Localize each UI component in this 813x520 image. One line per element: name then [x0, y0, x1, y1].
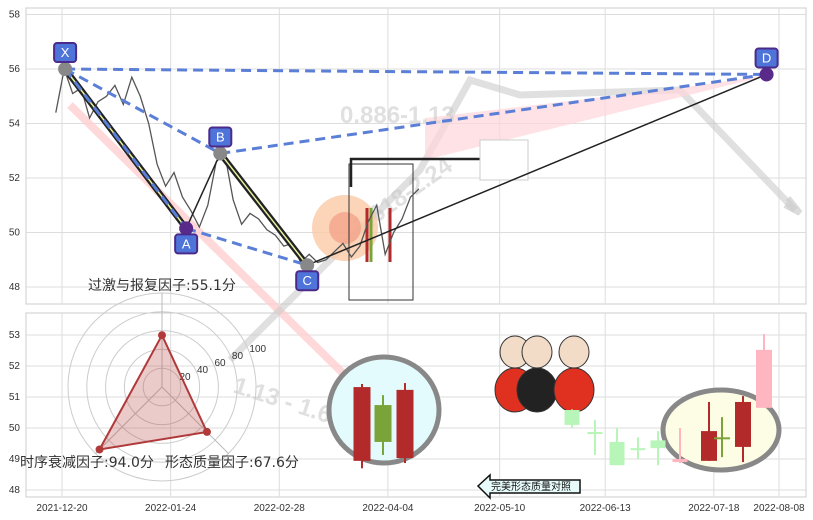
y-tick-label: 50	[9, 228, 21, 239]
y-tick-label: 48	[9, 282, 21, 293]
y-tick-label: 58	[9, 10, 21, 21]
highlight-glow	[329, 212, 361, 244]
candle-body	[564, 410, 580, 425]
ratio-label: 0.886-1.13	[340, 102, 455, 129]
pattern-leg	[185, 153, 221, 229]
candle-body	[650, 440, 666, 449]
y-tick-label: 49	[9, 454, 21, 465]
dog-head-icon	[521, 335, 553, 369]
dashed-ratio-line	[64, 67, 222, 155]
pattern-point	[759, 67, 774, 82]
radar-chart: 20 40 60 80 100	[67, 292, 267, 482]
candle-body	[609, 441, 625, 466]
point-label-box	[208, 126, 233, 148]
target-zone	[425, 75, 770, 160]
candle-body	[735, 401, 751, 447]
dog-head-icon	[558, 335, 590, 369]
price-line	[55, 66, 420, 264]
candle-body	[587, 432, 603, 435]
x-tick-label: 2022-07-18	[688, 503, 740, 514]
x-tick-label: 2022-06-13	[580, 503, 632, 514]
y-tick-label: 52	[9, 361, 21, 372]
candle-body	[672, 459, 688, 463]
radar-point	[158, 331, 166, 340]
point-label-a: A	[182, 236, 191, 251]
radar-ring-label: 20	[179, 372, 191, 383]
radar-ring-label: 100	[249, 344, 266, 355]
pattern-overlay: X A B C D	[53, 42, 779, 292]
y-tick-label: 51	[9, 392, 21, 403]
y-tick-label: 53	[9, 330, 21, 341]
arrow-head-icon	[783, 196, 803, 216]
y-tick-label: 52	[9, 173, 21, 184]
mascot-thumbnail	[479, 139, 529, 181]
dog-body-icon	[553, 367, 595, 413]
point-label-box	[754, 47, 779, 69]
arrow-left-icon	[476, 473, 581, 500]
point-label-c: C	[303, 273, 312, 288]
candle-body	[353, 387, 371, 461]
radar-point	[95, 445, 104, 454]
projection-gray-arrow	[227, 75, 798, 363]
projection-red-arrow	[67, 102, 363, 393]
y-tick-label: 56	[9, 64, 21, 75]
x-tick-label: 2022-08-08	[753, 503, 805, 514]
x-tick-label: 2022-04-04	[362, 503, 414, 514]
x-tick-label: 2022-02-28	[254, 503, 306, 514]
dashed-ratio-line	[185, 226, 308, 267]
pattern-point	[179, 221, 194, 236]
point-label-box	[295, 270, 320, 292]
candlesticks	[353, 334, 772, 469]
dashed-ratio-line	[65, 67, 767, 76]
dog-body-icon	[516, 367, 558, 413]
y-tick-label: 50	[9, 423, 21, 434]
candle-body	[374, 405, 392, 442]
factor-label-quality: 形态质量因子:67.6分	[165, 455, 299, 471]
radar-area	[97, 332, 209, 451]
candle-body	[714, 437, 730, 440]
candle-body	[756, 349, 772, 408]
pattern-leg	[306, 73, 767, 266]
radar-ring-label: 80	[232, 351, 244, 362]
candle-body	[396, 389, 414, 459]
pattern-leg-highlight	[219, 153, 308, 266]
pattern-point	[213, 146, 228, 161]
x-tick-label: 2021-12-20	[36, 503, 88, 514]
radar-axis	[161, 386, 229, 454]
pattern-point	[58, 62, 73, 76]
top-plot-frame	[25, 7, 807, 305]
y-tick-label: 48	[9, 485, 21, 496]
candle-body	[701, 431, 717, 461]
x-tick-label: 2022-01-24	[145, 503, 197, 514]
candle-body	[630, 448, 646, 451]
factor-label-time: 时序衰减因子:94.0分	[20, 454, 154, 471]
dashed-ratio-line	[220, 72, 767, 155]
point-label-box	[53, 42, 78, 63]
radar-ring-label: 60	[214, 358, 226, 369]
callout-button[interactable]: 完美形态质量对照	[476, 473, 581, 500]
connector-arrow	[349, 157, 480, 187]
dashed-ratio-line	[63, 68, 188, 230]
radar-axis	[95, 386, 163, 454]
point-label-x: X	[61, 45, 70, 60]
y-tick-label: 54	[9, 119, 21, 130]
radar-ring-label: 40	[197, 365, 209, 376]
pattern-point	[300, 258, 315, 273]
radar-point	[202, 427, 211, 436]
x-tick-label: 2022-05-10	[474, 503, 526, 514]
callout-label: 完美形态质量对照	[491, 480, 571, 493]
factor-label-excess: 过激与报复因子:55.1分	[88, 277, 236, 294]
point-label-box	[174, 233, 199, 255]
point-label-b: B	[216, 129, 225, 144]
point-label-d: D	[762, 50, 771, 65]
detail-box	[348, 163, 414, 301]
factor-labels: 过激与报复因子:55.1分 时序衰减因子:94.0分 形态质量因子:67.6分	[20, 277, 299, 471]
